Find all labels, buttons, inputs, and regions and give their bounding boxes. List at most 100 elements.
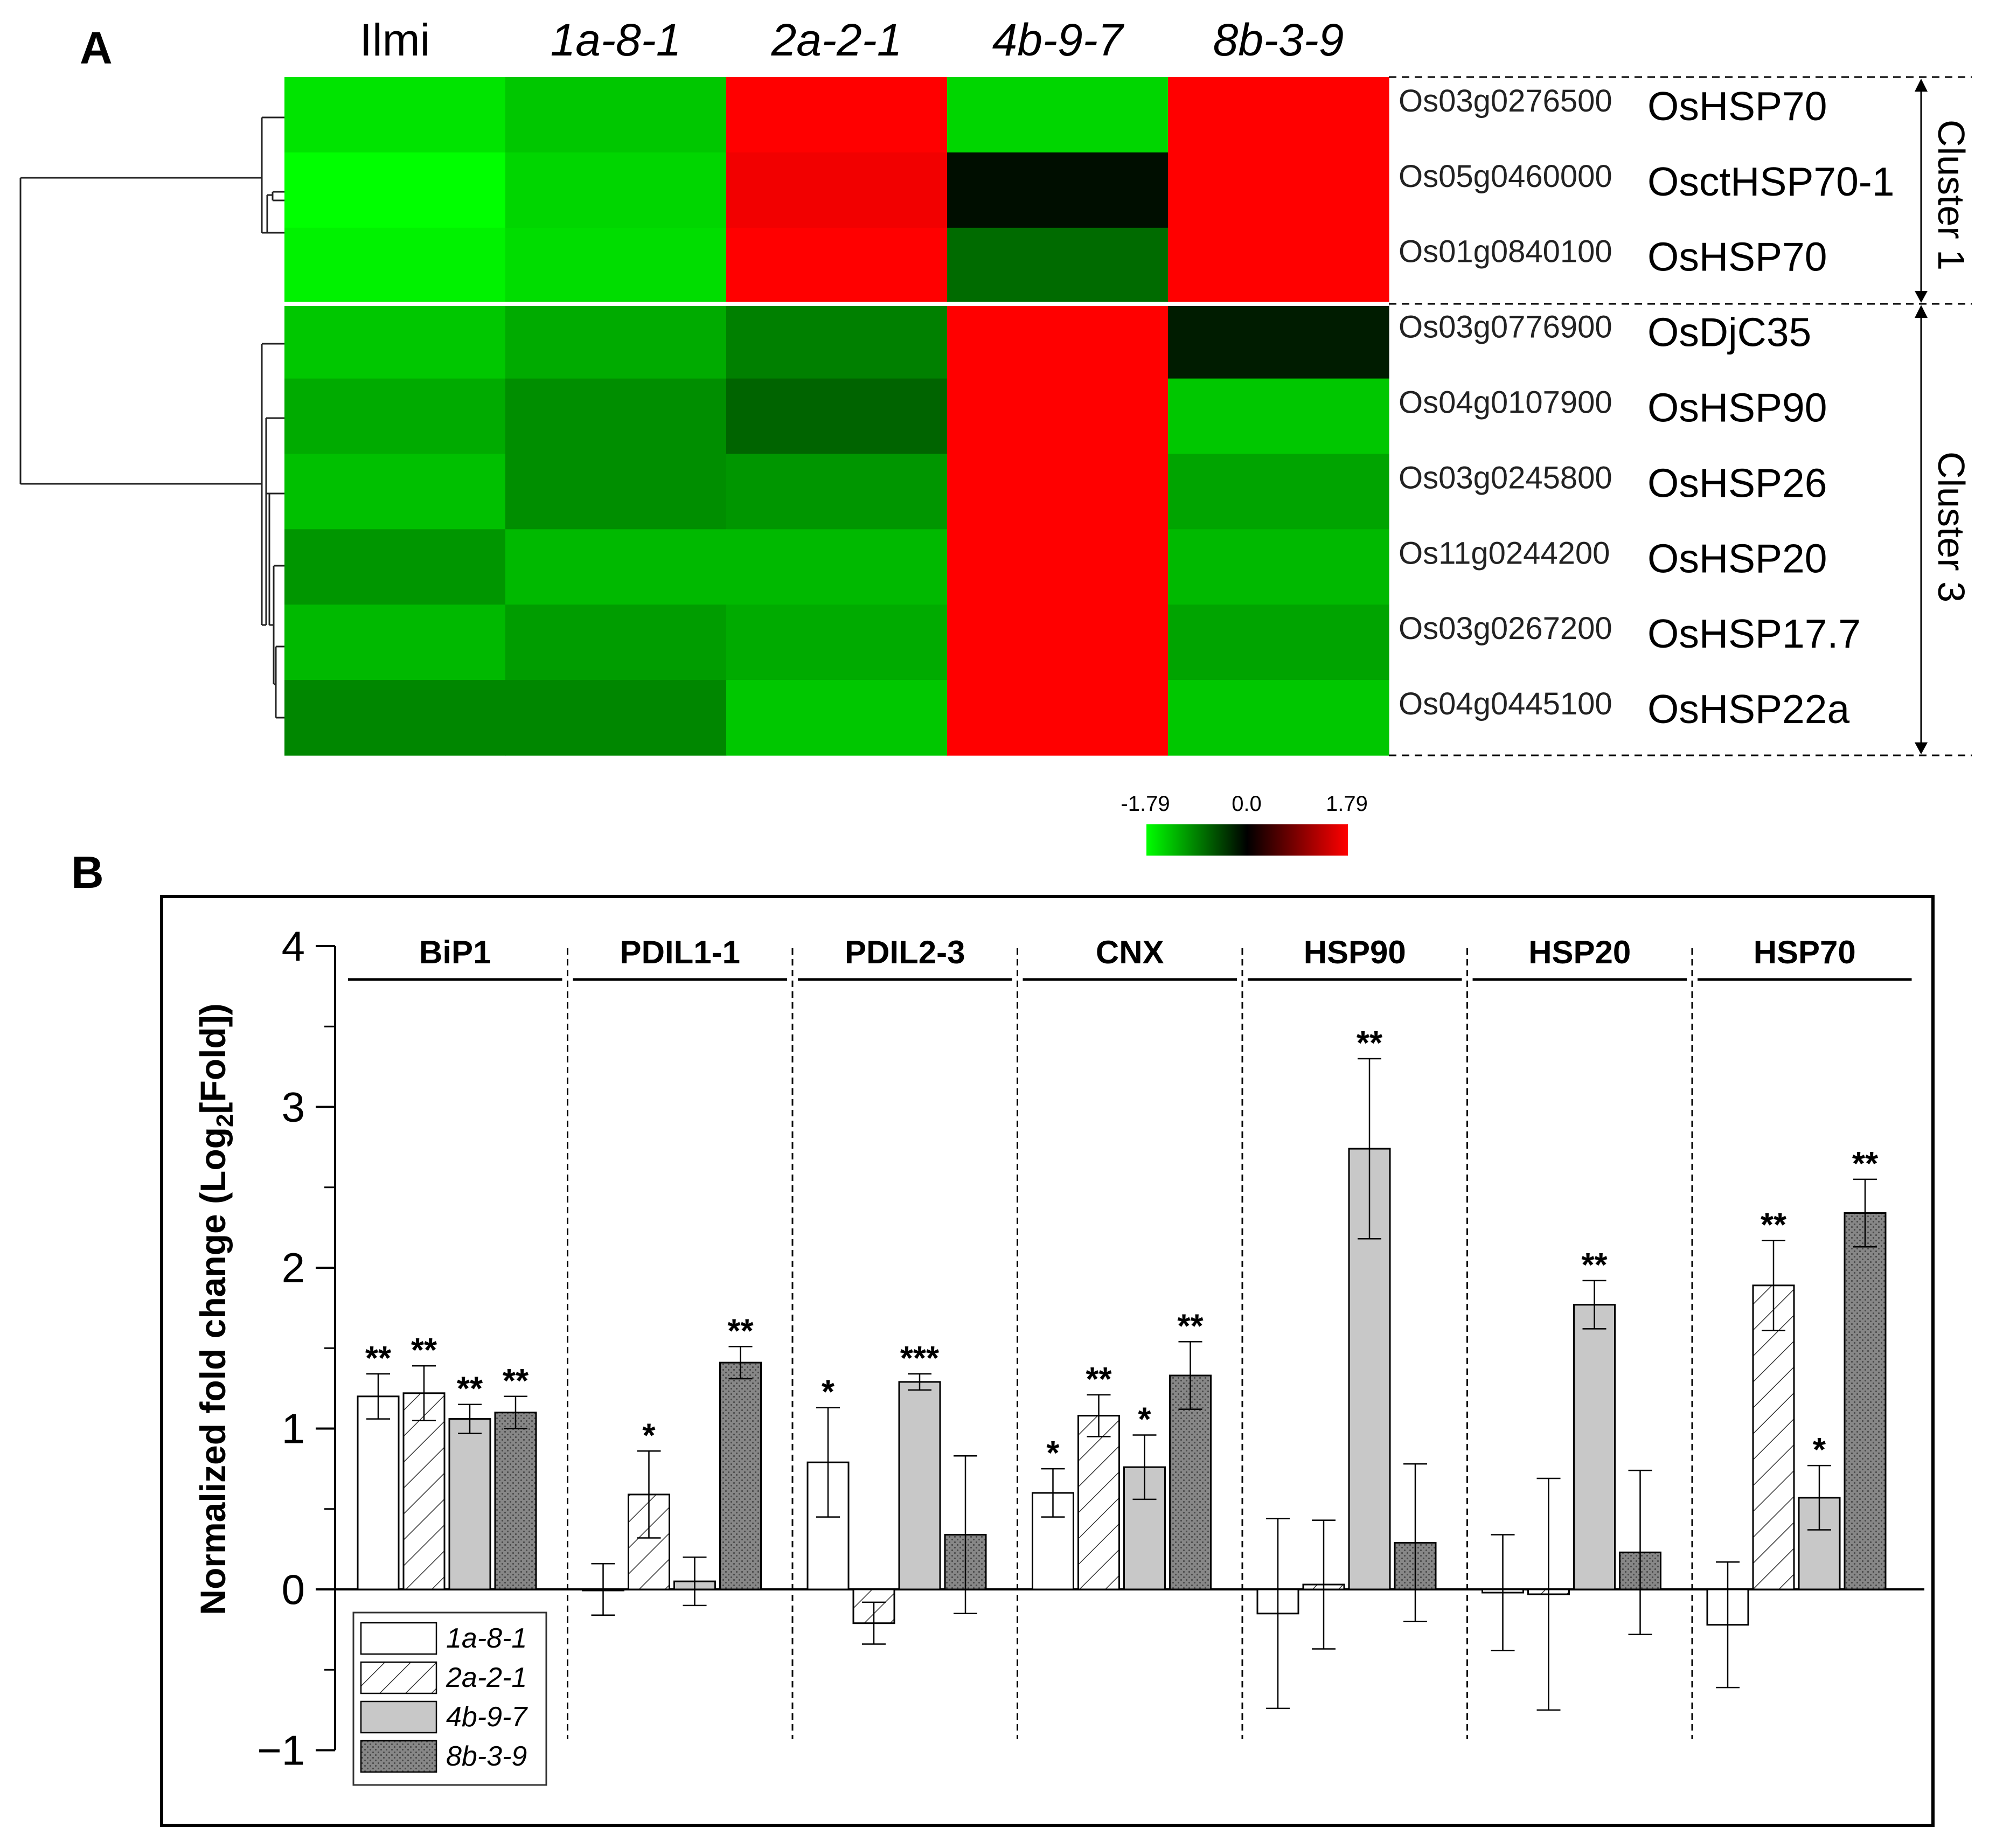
heatmap-cell	[726, 378, 948, 455]
legend-label-2a-2-1: 2a-2-1	[446, 1662, 527, 1693]
heatmap-cell	[1168, 152, 1389, 228]
group-label-hsp20: HSP20	[1528, 934, 1631, 970]
color-scale-max-label: 1.79	[1326, 792, 1368, 816]
heatmap-cell	[1168, 77, 1389, 153]
bar-bip1-4b-9-7	[448, 1418, 491, 1590]
panel-b-label: B	[71, 847, 104, 898]
heatmap-cell	[505, 454, 727, 530]
dendrogram	[19, 116, 284, 719]
group-label-cnx: CNX	[1096, 934, 1164, 970]
heatmap-row-id: Os11g0244200	[1399, 536, 1610, 571]
heatmap-cell	[284, 454, 506, 530]
heatmap-cell	[505, 605, 727, 680]
heatmap-cell	[726, 152, 948, 228]
group-label-hsp70: HSP70	[1754, 934, 1856, 970]
heatmap-row-id: Os04g0107900	[1399, 385, 1612, 420]
heatmap-cell	[1168, 680, 1389, 756]
heatmap-cell	[947, 378, 1169, 455]
heatmap-row-id: Os03g0776900	[1399, 310, 1612, 345]
significance-label: *	[1138, 1401, 1151, 1438]
y-tick-label: −1	[257, 1727, 305, 1774]
heatmap-row-gene: OsHSP26	[1647, 460, 1827, 505]
group-label-pdil2-3: PDIL2-3	[845, 934, 965, 970]
heatmap-cell	[284, 77, 506, 153]
heatmap-row-gene: OsHSP70	[1647, 234, 1827, 280]
heatmap-cell	[1168, 227, 1389, 304]
significance-label: *	[822, 1374, 835, 1411]
legend-label-1a-8-1: 1a-8-1	[446, 1623, 527, 1654]
significance-label: *	[642, 1417, 656, 1454]
heatmap-cell	[284, 303, 506, 379]
significance-label: **	[1357, 1025, 1383, 1062]
heatmap-cell	[947, 227, 1169, 304]
heatmap-row-id: Os05g0460000	[1399, 159, 1612, 194]
heatmap-cell	[505, 529, 727, 605]
heatmap-row-id: Os03g0267200	[1399, 611, 1612, 646]
heatmap-row-id: Os01g0840100	[1399, 234, 1612, 269]
bar-plot: BiP1** **** **PDIL1-1***PDIL2-3****CNX****…	[335, 934, 1924, 1739]
heatmap-cell	[505, 378, 727, 455]
heatmap-cell	[1168, 605, 1389, 680]
significance-label: **	[1581, 1247, 1608, 1284]
heatmap-cell	[284, 378, 506, 455]
heatmap-cell	[1168, 529, 1389, 605]
heatmap-cell	[726, 227, 948, 304]
heatmap-cell	[505, 303, 727, 379]
heatmap-column-4b-9-7: 4b-9-7	[992, 15, 1125, 65]
heatmap-cell	[505, 680, 727, 756]
heatmap-cell	[947, 605, 1169, 680]
significance-label: *	[1813, 1432, 1826, 1469]
heatmap-cell	[947, 454, 1169, 530]
group-label-pdil1-1: PDIL1-1	[620, 934, 740, 970]
y-tick-label: 0	[282, 1566, 305, 1613]
heatmap-row-gene: OsDjC35	[1647, 310, 1811, 355]
heatmap-cell	[726, 303, 948, 379]
legend-swatch-1a-8-1	[360, 1622, 437, 1655]
heatmap-cells	[284, 77, 1389, 756]
y-tick-label: 3	[282, 1083, 305, 1131]
heatmap-row-gene: OsHSP90	[1647, 385, 1827, 430]
color-scale-min-label: -1.79	[1121, 792, 1170, 816]
significance-label: **	[727, 1312, 754, 1350]
bar-bip1-1a-8-1	[357, 1395, 400, 1590]
significance-label: **	[503, 1363, 529, 1400]
heatmap-row-gene: OsHSP22a	[1647, 686, 1849, 732]
heatmap-cell	[1168, 454, 1389, 530]
heatmap-row-gene: OsHSP17.7	[1647, 611, 1861, 656]
bar-hsp20-4b-9-7	[1573, 1304, 1616, 1590]
significance-label: **	[1177, 1308, 1204, 1345]
heatmap-column-ilmi: Ilmi	[360, 15, 430, 65]
legend-swatch-2a-2-1	[360, 1661, 437, 1694]
bar-pdil1-1-8b-3-9	[719, 1361, 762, 1590]
heatmap-row-labels: Os03g0276500 OsHSP70 Os05g0460000 OsctHSP70…	[1399, 84, 1895, 732]
heatmap-row-id: Os04g0445100	[1399, 686, 1612, 721]
significance-label: ***	[900, 1340, 940, 1377]
heatmap-column-2a-2-1: 2a-2-1	[771, 15, 902, 65]
cluster-brackets	[1389, 76, 1972, 756]
significance-label: *	[1046, 1435, 1060, 1472]
bar-hsp70-8b-3-9	[1844, 1212, 1887, 1590]
legend-swatch-4b-9-7	[360, 1700, 437, 1734]
y-tick-label: 4	[282, 922, 305, 970]
significance-label: **	[1086, 1361, 1112, 1398]
panel-b-frame	[160, 895, 1935, 1827]
y-axis-title: Normalized fold change (Log2[Fold])	[193, 1003, 238, 1615]
bar-bip1-8b-3-9	[494, 1412, 537, 1590]
heatmap-row-gene: OsHSP20	[1647, 536, 1827, 581]
heatmap-cell	[505, 152, 727, 228]
significance-label: **	[457, 1371, 483, 1408]
heatmap-cell	[1168, 303, 1389, 379]
bar-hsp70-2a-2-1	[1752, 1284, 1795, 1590]
cluster-3-label: Cluster 3	[1930, 451, 1972, 602]
heatmap-cell	[284, 227, 506, 304]
legend-label-4b-9-7: 4b-9-7	[446, 1701, 528, 1733]
heatmap-cell	[1168, 378, 1389, 455]
heatmap-cell	[505, 227, 727, 304]
heatmap-column-1a-8-1: 1a-8-1	[551, 15, 681, 65]
heatmap-cell	[726, 680, 948, 756]
heatmap-cell	[284, 152, 506, 228]
legend-label-8b-3-9: 8b-3-9	[446, 1741, 527, 1772]
bar-cnx-2a-2-1	[1077, 1415, 1120, 1590]
heatmap-column-labels: Ilmi 1a-8-1 2a-2-1 4b-9-7 8b-3-9	[360, 15, 1344, 65]
